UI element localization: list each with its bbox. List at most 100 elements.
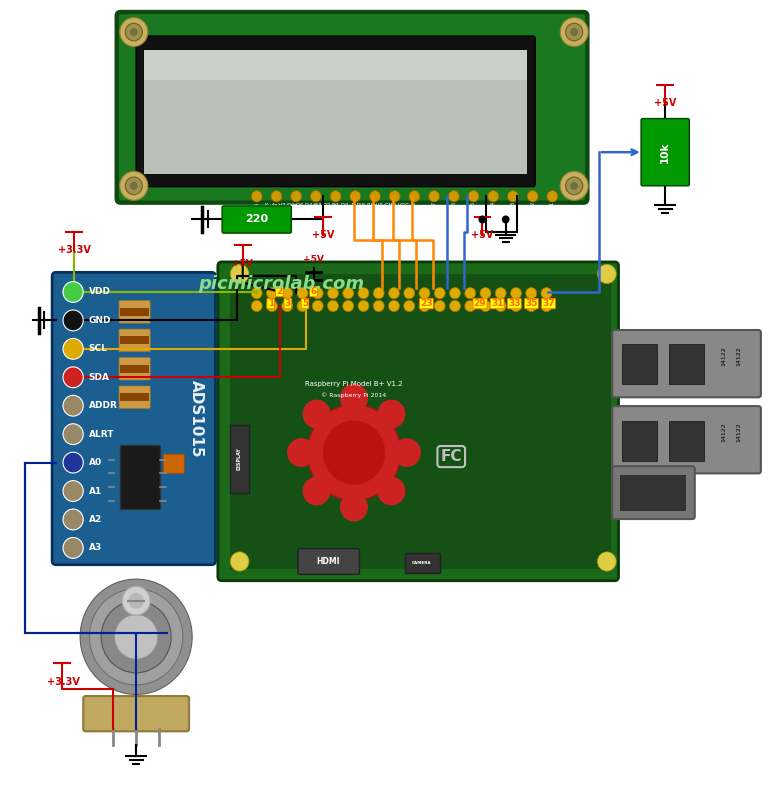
Circle shape [291, 191, 302, 202]
Text: 10k: 10k [661, 142, 670, 163]
Text: A3: A3 [89, 543, 102, 553]
Text: 37: 37 [542, 299, 555, 308]
Circle shape [464, 300, 475, 312]
Circle shape [419, 288, 430, 299]
FancyBboxPatch shape [669, 421, 704, 461]
Text: 2: 2 [276, 287, 282, 296]
Circle shape [125, 177, 142, 195]
Circle shape [130, 28, 138, 36]
Circle shape [312, 300, 323, 312]
Circle shape [130, 182, 138, 190]
Text: 16: 16 [254, 202, 259, 208]
FancyBboxPatch shape [230, 425, 249, 493]
Text: 3: 3 [285, 299, 291, 308]
Circle shape [527, 191, 538, 202]
Circle shape [63, 282, 83, 303]
Circle shape [526, 288, 537, 299]
FancyBboxPatch shape [622, 421, 657, 461]
Text: 29: 29 [474, 299, 486, 308]
Circle shape [271, 191, 282, 202]
Text: 1: 1 [268, 299, 274, 308]
Text: 6: 6 [451, 202, 457, 205]
Circle shape [370, 191, 380, 202]
Text: +3.3V: +3.3V [58, 245, 91, 255]
Text: 9: 9 [392, 202, 398, 205]
Circle shape [125, 23, 142, 41]
Circle shape [303, 477, 331, 505]
FancyBboxPatch shape [120, 393, 149, 401]
Text: A2: A2 [89, 515, 102, 524]
FancyBboxPatch shape [622, 344, 657, 384]
FancyBboxPatch shape [119, 329, 150, 352]
Text: 3: 3 [510, 202, 516, 205]
FancyBboxPatch shape [620, 475, 686, 511]
Circle shape [282, 300, 293, 312]
Circle shape [560, 171, 588, 200]
Text: 10: 10 [373, 202, 377, 208]
Text: 23: 23 [420, 299, 433, 308]
Circle shape [312, 288, 323, 299]
Circle shape [328, 288, 338, 299]
Circle shape [480, 288, 491, 299]
Circle shape [230, 552, 249, 571]
Circle shape [377, 400, 405, 429]
Circle shape [89, 589, 183, 685]
Text: ADDR: ADDR [89, 401, 117, 410]
Circle shape [120, 18, 148, 46]
FancyBboxPatch shape [52, 272, 216, 565]
Circle shape [297, 288, 308, 299]
Circle shape [468, 191, 479, 202]
Text: FC: FC [440, 449, 462, 464]
Circle shape [267, 288, 278, 299]
Circle shape [122, 586, 150, 615]
Text: +5V: +5V [312, 231, 334, 240]
FancyBboxPatch shape [120, 336, 149, 344]
Circle shape [598, 264, 616, 284]
Text: 1: 1 [550, 202, 555, 205]
FancyBboxPatch shape [119, 300, 150, 323]
FancyBboxPatch shape [230, 274, 611, 569]
Circle shape [282, 288, 293, 299]
FancyBboxPatch shape [116, 11, 588, 203]
Circle shape [251, 300, 262, 312]
Circle shape [566, 177, 583, 195]
FancyBboxPatch shape [117, 13, 587, 202]
Circle shape [63, 481, 83, 501]
Circle shape [541, 300, 552, 312]
Circle shape [570, 28, 578, 36]
Circle shape [63, 537, 83, 558]
Circle shape [377, 477, 405, 505]
FancyBboxPatch shape [120, 445, 160, 509]
FancyBboxPatch shape [612, 406, 761, 473]
Text: 14122: 14122 [737, 423, 741, 442]
Text: 12: 12 [333, 202, 338, 208]
FancyBboxPatch shape [144, 50, 527, 80]
FancyBboxPatch shape [144, 50, 527, 174]
Circle shape [434, 300, 445, 312]
Circle shape [63, 310, 83, 331]
Text: 13: 13 [314, 202, 318, 208]
Circle shape [330, 191, 341, 202]
Text: CAMERA: CAMERA [412, 562, 432, 565]
Text: 35: 35 [525, 299, 538, 308]
Circle shape [526, 300, 537, 312]
FancyBboxPatch shape [119, 386, 150, 409]
Circle shape [541, 288, 552, 299]
FancyBboxPatch shape [223, 206, 292, 233]
Circle shape [114, 614, 158, 659]
Circle shape [340, 384, 368, 413]
FancyBboxPatch shape [405, 553, 440, 573]
Circle shape [287, 438, 315, 467]
Circle shape [251, 191, 262, 202]
FancyBboxPatch shape [120, 308, 149, 316]
Circle shape [409, 191, 420, 202]
Text: 14122: 14122 [721, 347, 726, 366]
Circle shape [251, 288, 262, 299]
Circle shape [478, 215, 486, 223]
Circle shape [101, 601, 171, 673]
FancyBboxPatch shape [612, 330, 761, 397]
Circle shape [566, 23, 583, 41]
Text: VDD: VDD [89, 288, 110, 296]
Text: DISPLAY: DISPLAY [237, 447, 241, 469]
Circle shape [128, 593, 144, 609]
